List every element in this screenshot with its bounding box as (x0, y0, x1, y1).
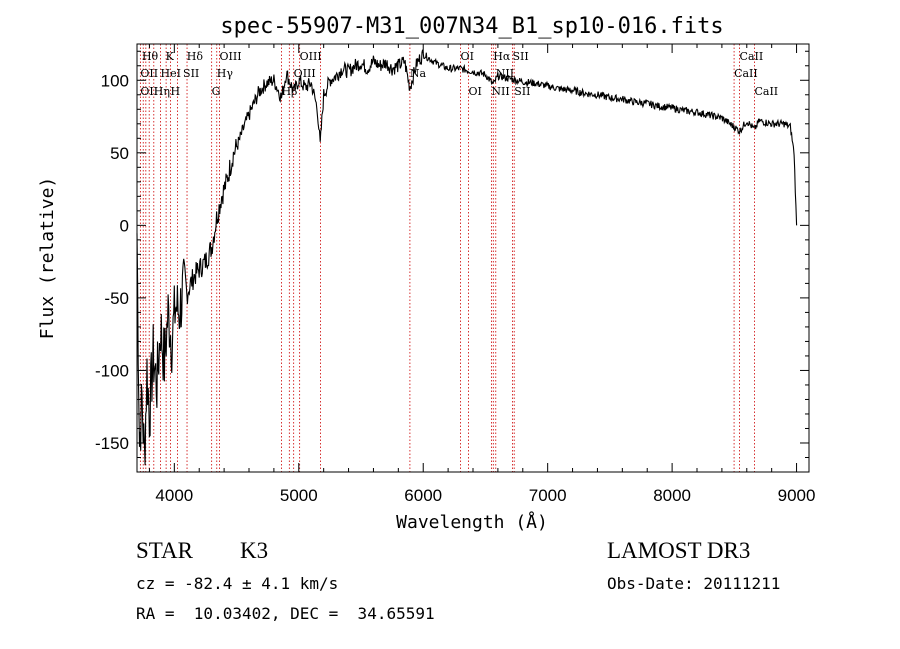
line-label-16: CaII (734, 67, 758, 80)
line-label-6: Hα (493, 50, 511, 63)
x-tick-label: 4000 (155, 486, 193, 505)
line-label-24: SII (514, 85, 530, 98)
line-label-23: NII (491, 85, 509, 98)
line-label-11: SII (183, 67, 199, 80)
y-tick-label: -50 (104, 289, 129, 308)
line-label-10: HeI (161, 67, 181, 80)
line-label-19: H (170, 85, 180, 98)
line-label-20: G (212, 85, 221, 98)
x-tick-label: 5000 (280, 486, 318, 505)
line-label-25: CaII (754, 85, 778, 98)
y-tick-label: -100 (95, 361, 129, 380)
chart-title: spec-55907-M31_007N34_B1_sp10-016.fits (220, 14, 723, 39)
y-tick-label: 50 (110, 144, 129, 163)
x-tick-label: 9000 (778, 486, 816, 505)
coordinates: RA = 10.03402, DEC = 34.65591 (136, 604, 435, 623)
line-label-18: Hη (154, 85, 170, 98)
line-label-0: Hθ (142, 50, 159, 63)
object-subclass: K3 (240, 538, 269, 563)
y-tick-label: -150 (95, 434, 129, 453)
object-class: STAR (136, 538, 193, 563)
x-axis: 4000 5000 6000 7000 8000 9000 (148, 44, 816, 505)
line-label-22: OI (469, 85, 482, 98)
line-label-5: OI (461, 50, 474, 63)
y-axis: 100 50 0 -50 -100 -150 (95, 50, 809, 458)
redshift-velocity: cz = -82.4 ± 4.1 km/s (136, 574, 339, 593)
line-label-17: OII (140, 85, 158, 98)
y-tick-label: 100 (101, 71, 129, 90)
line-label-7: SII (512, 50, 528, 63)
y-axis-label: Flux (relative) (37, 177, 58, 340)
x-axis-label: Wavelength (Å) (396, 511, 548, 533)
spectrum-line (136, 49, 798, 466)
x-tick-label: 7000 (529, 486, 567, 505)
line-label-3: OIII (220, 50, 242, 63)
x-tick-label: 8000 (653, 486, 691, 505)
line-label-12: Hγ (217, 67, 234, 80)
line-markers (139, 44, 755, 472)
plot-frame (136, 43, 810, 473)
observation-date: Obs-Date: 20111211 (607, 574, 781, 593)
y-tick-label: 0 (120, 216, 129, 235)
line-label-1: K (166, 50, 175, 63)
line-label-4: OIII (300, 50, 322, 63)
survey-name: LAMOST DR3 (607, 538, 751, 563)
line-label-13: OIII (294, 67, 316, 80)
line-label-9: OII (140, 67, 158, 80)
x-tick-label: 6000 (404, 486, 442, 505)
line-label-14: Na (410, 67, 427, 80)
line-label-2: Hδ (187, 50, 204, 63)
line-label-8: CaII (740, 50, 764, 63)
